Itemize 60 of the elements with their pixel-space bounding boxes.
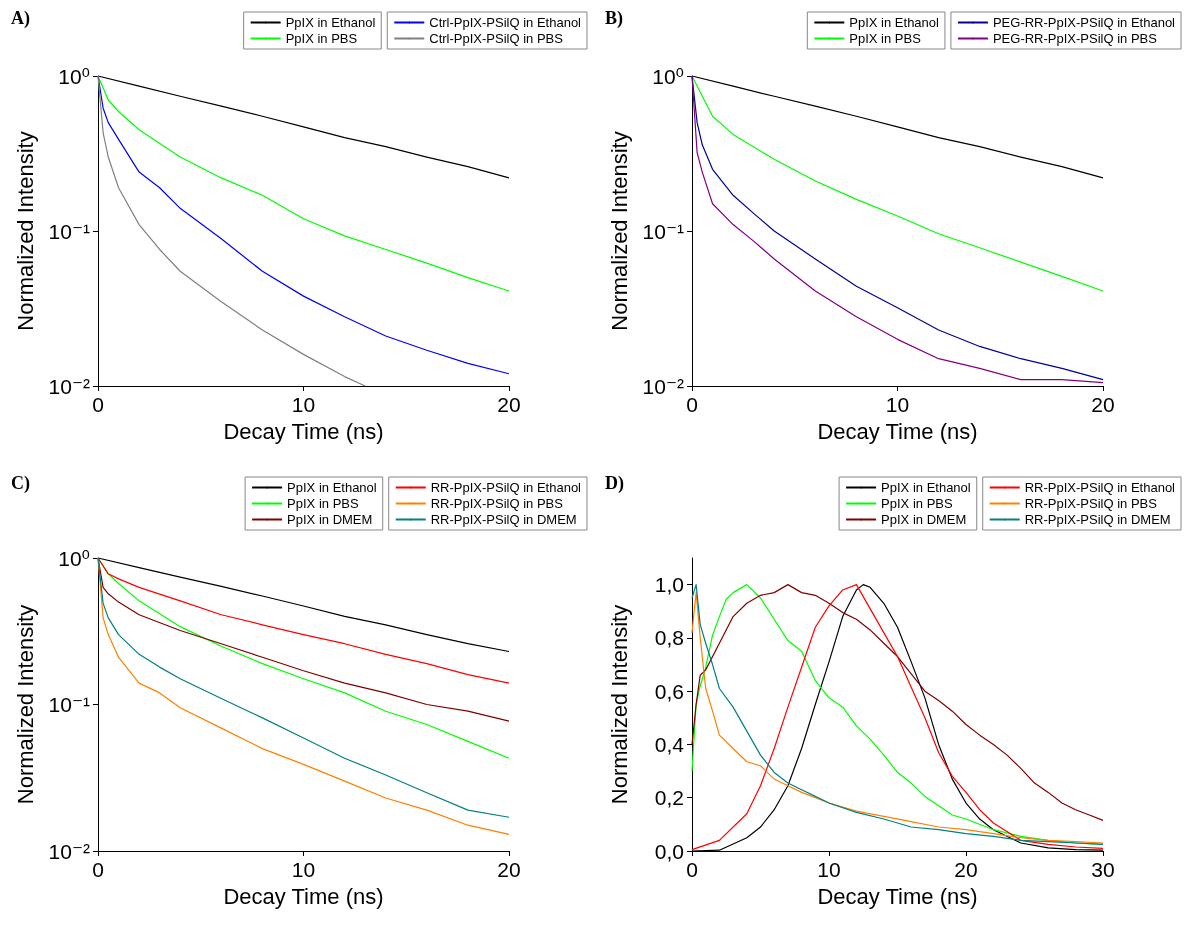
legend-label: RR-PpIX-PSilQ in Ethanol xyxy=(430,480,582,495)
chart-title: C) xyxy=(11,473,30,494)
legend-label: PpIX in Ethanol xyxy=(285,15,376,30)
y-tick-label: 10⁻¹ xyxy=(642,219,685,243)
x-tick-label: 30 xyxy=(1091,858,1115,881)
x-tick-label: 0 xyxy=(686,858,698,881)
y-tick-label: 10⁻² xyxy=(48,374,91,398)
legend-label: PpIX in PBS xyxy=(881,496,953,511)
y-axis-title: Normalized Intensity xyxy=(12,604,38,805)
legend-label: PpIX in PBS xyxy=(849,31,922,46)
x-tick-label: 10 xyxy=(291,858,316,881)
legend-label: PEG-RR-PpIX-PSilQ in Ethanol xyxy=(992,15,1176,30)
chart-title: A) xyxy=(11,8,30,29)
y-tick-label: 0,4 xyxy=(654,732,685,756)
legend-label: RR-PpIX-PSilQ in DMEM xyxy=(430,512,577,527)
x-tick-label: 20 xyxy=(497,858,521,881)
x-tick-label: 0 xyxy=(92,393,104,416)
legend-label: PpIX in PBS xyxy=(285,31,358,46)
y-tick-label: 0,6 xyxy=(654,679,684,703)
legend-label: PpIX in DMEM xyxy=(287,512,373,527)
y-tick-label: 10⁻² xyxy=(48,839,91,863)
legend-label: PEG-RR-PpIX-PSilQ in PBS xyxy=(992,31,1158,46)
y-axis-title: Normalized Intensity xyxy=(12,131,38,331)
x-tick-label: 10 xyxy=(817,858,841,881)
x-tick-label: 20 xyxy=(497,393,521,416)
x-axis-title: Decay Time (ns) xyxy=(817,883,978,909)
y-tick-label: 10⁻¹ xyxy=(48,693,91,716)
y-axis-title: Normalized Intensity xyxy=(606,604,632,805)
legend-label: PpIX in Ethanol xyxy=(849,15,940,30)
legend-label: RR-PpIX-PSilQ in Ethanol xyxy=(1024,480,1176,495)
legend-label: Ctrl-PpIX-PSilQ in Ethanol xyxy=(429,15,582,30)
legend-label: Ctrl-PpIX-PSilQ in PBS xyxy=(429,31,564,46)
chart-title: D) xyxy=(605,473,624,494)
y-tick-label: 10⁰ xyxy=(652,64,684,88)
x-tick-label: 0 xyxy=(686,393,698,416)
x-axis-title: Decay Time (ns) xyxy=(223,418,384,444)
legend-label: RR-PpIX-PSilQ in PBS xyxy=(1024,496,1158,511)
y-tick-label: 1,0 xyxy=(654,573,684,597)
x-axis-title: Decay Time (ns) xyxy=(817,418,978,444)
x-tick-label: 10 xyxy=(885,393,910,416)
legend-label: RR-PpIX-PSilQ in DMEM xyxy=(1024,512,1171,527)
y-tick-label: 10⁰ xyxy=(58,546,90,570)
y-tick-label: 0,8 xyxy=(654,626,684,650)
x-axis-title: Decay Time (ns) xyxy=(223,883,384,909)
x-tick-label: 20 xyxy=(1091,393,1115,416)
y-axis-title: Normalized Intensity xyxy=(606,131,632,331)
y-tick-label: 0,2 xyxy=(654,786,684,810)
chart-title: B) xyxy=(605,8,624,29)
x-tick-label: 0 xyxy=(92,858,104,881)
x-tick-label: 10 xyxy=(291,393,316,416)
legend-label: PpIX in Ethanol xyxy=(287,480,377,495)
x-tick-label: 20 xyxy=(954,858,978,881)
legend-label: PpIX in Ethanol xyxy=(881,480,971,495)
y-tick-label: 0,0 xyxy=(654,839,684,863)
legend-label: PpIX in PBS xyxy=(287,496,359,511)
legend-label: RR-PpIX-PSilQ in PBS xyxy=(430,496,564,511)
y-tick-label: 10⁻¹ xyxy=(48,219,91,243)
legend-label: PpIX in DMEM xyxy=(881,512,967,527)
y-tick-label: 10⁻² xyxy=(642,374,685,398)
y-tick-label: 10⁰ xyxy=(58,64,90,88)
